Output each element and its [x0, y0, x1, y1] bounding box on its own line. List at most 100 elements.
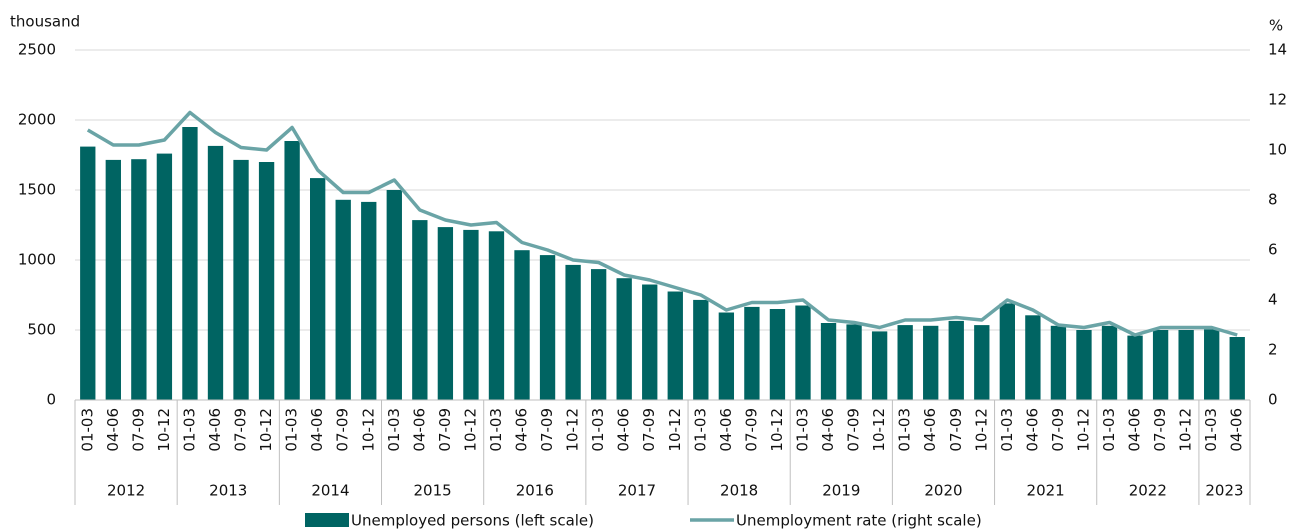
bar [1152, 330, 1169, 400]
x-tick-label: 04-06 [1023, 408, 1041, 452]
x-tick-label: 01-03 [1202, 408, 1220, 452]
bar [539, 255, 556, 400]
x-tick-label: 01-03 [896, 408, 914, 452]
bar [948, 320, 964, 400]
x-tick-label: 10-12 [461, 408, 479, 452]
x-tick-label: 10-12 [666, 408, 684, 452]
x-tick-label: 04-06 [819, 408, 837, 452]
bar [412, 220, 428, 400]
y-tick-label: 1000 [18, 251, 56, 269]
y2-tick-label: 2 [1268, 341, 1278, 359]
bar [1127, 335, 1143, 400]
x-group-label: 2022 [1129, 482, 1167, 500]
y2-tick-label: 8 [1268, 191, 1278, 209]
bar [1101, 325, 1118, 400]
x-tick-label: 04-06 [717, 408, 735, 452]
bar [105, 159, 121, 400]
bar [642, 284, 658, 400]
bar [361, 201, 377, 400]
y-tick-label: 0 [46, 391, 56, 409]
x-group-label: 2021 [1027, 482, 1065, 500]
bar [718, 312, 735, 400]
x-tick-label: 07-09 [538, 408, 556, 452]
line [86, 110, 1238, 337]
x-tick-label: 07-09 [334, 408, 352, 452]
bar [182, 127, 198, 400]
bar [284, 141, 300, 400]
y2-tick-label: 10 [1268, 141, 1287, 159]
bar [80, 146, 96, 400]
x-tick-label: 01-03 [691, 408, 709, 452]
y2-axis-label: % [1269, 17, 1283, 35]
x-tick-label: 10-12 [155, 408, 173, 452]
x-tick-label: 01-03 [589, 408, 607, 452]
bar [386, 190, 402, 400]
bar [1025, 315, 1041, 400]
x-tick-label: 04-06 [921, 408, 939, 452]
bar [488, 231, 505, 400]
bar [1204, 329, 1220, 400]
bar [565, 264, 581, 400]
x-group-label: 2020 [924, 482, 962, 500]
x-tick-label: 10-12 [359, 408, 377, 452]
bar [974, 325, 990, 400]
bar [795, 305, 811, 400]
x-tick-label: 10-12 [768, 408, 786, 452]
legend-swatch [305, 513, 349, 527]
y-axis-label: thousand [10, 13, 80, 31]
x-group-label: 2015 [414, 482, 452, 500]
y2-tick-label: 4 [1268, 291, 1278, 309]
x-tick-label: 01-03 [283, 408, 301, 452]
y2-tick-label: 12 [1268, 91, 1287, 109]
bar [233, 159, 249, 400]
x-tick-label: 10-12 [1177, 408, 1195, 452]
x-group-label: 2013 [209, 482, 247, 500]
bar [156, 153, 173, 400]
x-tick-label: 07-09 [436, 408, 454, 452]
bar [871, 331, 888, 400]
x-tick-label: 07-09 [947, 408, 965, 452]
bar [769, 309, 786, 400]
x-tick-label: 01-03 [998, 408, 1016, 452]
bar [207, 145, 224, 400]
x-tick-label: 07-09 [640, 408, 658, 452]
bar [923, 325, 939, 400]
bar [310, 178, 326, 400]
x-tick-label: 07-09 [1151, 408, 1169, 452]
y2-tick-label: 0 [1268, 391, 1278, 409]
x-group-label: 2018 [720, 482, 758, 500]
x-tick-label: 10-12 [257, 408, 275, 452]
bar [590, 269, 607, 400]
x-tick-label: 01-03 [793, 408, 811, 452]
x-tick-label: 04-06 [206, 408, 224, 452]
x-tick-label: 07-09 [1049, 408, 1067, 452]
bar [616, 278, 632, 400]
x-tick-label: 01-03 [487, 408, 505, 452]
bar [437, 227, 454, 400]
bar [131, 159, 147, 400]
y-tick-label: 1500 [18, 181, 56, 199]
x-group-label: 2017 [618, 482, 656, 500]
x-group-label: 2012 [107, 482, 145, 500]
x-group-label: 2016 [516, 482, 554, 500]
x-tick-label: 07-09 [742, 408, 760, 452]
y-tick-label: 500 [27, 321, 56, 339]
legend-label: Unemployment rate (right scale) [736, 512, 982, 530]
bar [846, 324, 862, 400]
x-group-label: 2023 [1205, 482, 1243, 500]
bar [897, 325, 913, 400]
x-tick-label: 10-12 [972, 408, 990, 452]
x-tick-label: 04-06 [615, 408, 633, 452]
y-tick-label: 2000 [18, 111, 56, 129]
x-tick-label: 04-06 [104, 408, 122, 452]
x-tick-label: 04-06 [410, 408, 428, 452]
x-tick-label: 04-06 [308, 408, 326, 452]
x-tick-label: 10-12 [1074, 408, 1092, 452]
x-tick-label: 04-06 [1228, 408, 1246, 452]
x-tick-label: 10-12 [870, 408, 888, 452]
x-tick-label: 07-09 [845, 408, 863, 452]
x-tick-label: 04-06 [1126, 408, 1144, 452]
y-tick-label: 2500 [18, 41, 56, 59]
y2-tick-label: 14 [1268, 41, 1287, 59]
